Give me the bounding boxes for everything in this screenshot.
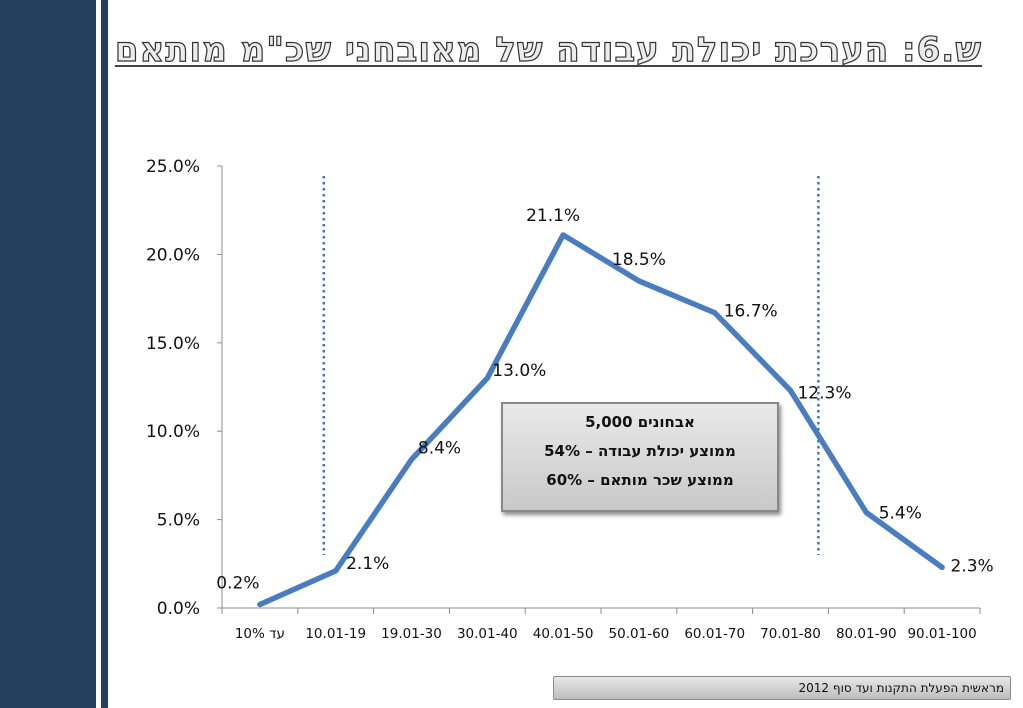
data-point <box>257 601 263 607</box>
data-point <box>484 375 490 381</box>
y-tick-label: 0.0% <box>157 599 200 619</box>
data-label: 2.3% <box>950 556 993 576</box>
footer-note: מראשית הפעלת התקנות ועד סוף 2012 <box>553 676 1011 700</box>
data-label: 0.2% <box>216 573 259 593</box>
data-point <box>788 388 793 394</box>
data-label: 8.4% <box>418 438 461 458</box>
page-title: ש.6: הערכת יכולת עבודה של מאובחני שכ"מ מ… <box>114 29 982 70</box>
data-point <box>863 510 869 516</box>
y-tick-label: 20.0% <box>146 245 200 265</box>
x-tick-label: 10.01-19 <box>305 626 366 642</box>
y-tick-label: 10.0% <box>146 422 200 442</box>
x-tick-label: 90.01-100 <box>907 626 976 642</box>
data-point <box>560 232 566 238</box>
sidebar-panel <box>0 0 96 708</box>
data-label: 18.5% <box>612 250 666 270</box>
x-tick-label: 19.01-30 <box>381 626 442 642</box>
x-tick-label: 40.01-50 <box>533 626 594 642</box>
info-line-avg-work-capacity: ממוצע יכולת עבודה – 54% <box>544 442 736 460</box>
info-line-avg-adjusted-wage: ממוצע שכר מותאם – 60% <box>546 471 734 489</box>
data-point <box>333 568 339 574</box>
y-tick-label: 5.0% <box>157 511 200 531</box>
sidebar-stripe <box>101 0 108 708</box>
data-point <box>409 456 414 462</box>
x-tick-label: 60.01-70 <box>684 626 745 642</box>
data-point <box>939 564 945 570</box>
data-label: 13.0% <box>492 361 546 381</box>
x-tick-label: 30.01-40 <box>457 626 518 642</box>
x-tick-label: 70.01-80 <box>760 626 821 642</box>
info-line-evaluations: אבחונים 5,000 <box>585 413 695 431</box>
y-tick-label: 25.0% <box>146 157 200 177</box>
data-label: 2.1% <box>346 554 389 574</box>
data-label: 16.7% <box>724 302 778 322</box>
summary-info-box: אבחונים 5,000 ממוצע יכולת עבודה – 54% ממ… <box>501 402 779 512</box>
data-label: 21.1% <box>526 206 580 226</box>
data-point <box>712 310 718 316</box>
data-label: 12.3% <box>797 384 851 404</box>
x-tick-label: 80.01-90 <box>836 626 897 642</box>
series-line <box>257 232 945 608</box>
data-label: 5.4% <box>879 504 922 524</box>
data-point <box>636 278 642 284</box>
y-tick-label: 15.0% <box>146 334 200 354</box>
x-tick-label: עד 10% <box>235 626 285 642</box>
x-tick-label: 50.01-60 <box>609 626 670 642</box>
